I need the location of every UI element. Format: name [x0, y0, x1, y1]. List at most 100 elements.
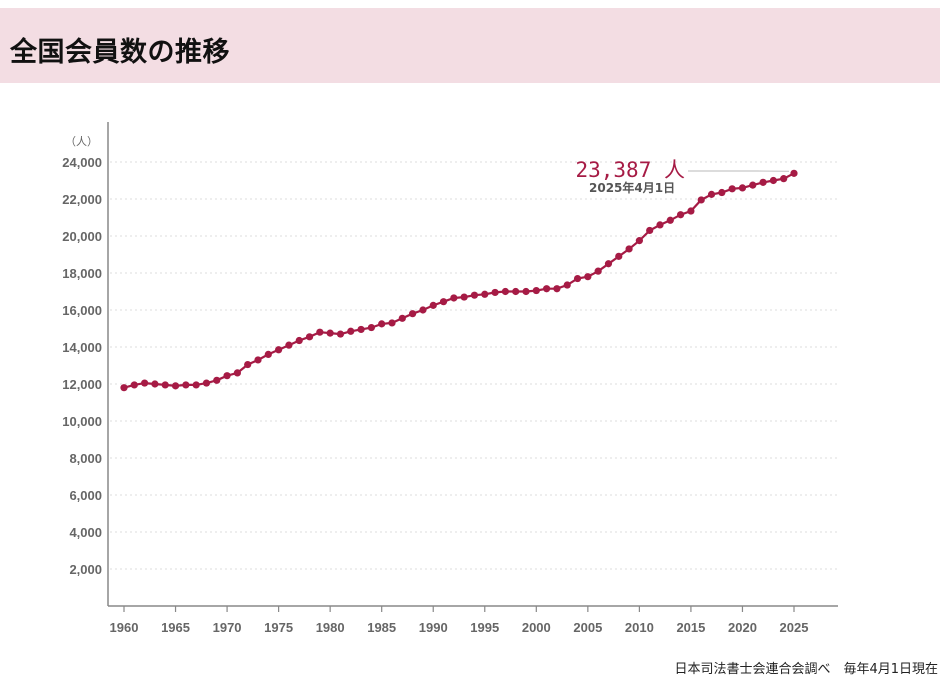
x-tick-label: 2025 [780, 620, 809, 635]
data-point-1968 [202, 379, 211, 387]
data-point-1984 [367, 323, 375, 332]
data-point-1970 [223, 372, 231, 380]
x-tick-label: 1965 [161, 620, 190, 635]
x-tick-label: 1995 [470, 620, 499, 635]
data-point-1982 [347, 327, 355, 335]
data-point-1962 [141, 379, 149, 387]
data-point-2022 [759, 178, 767, 186]
data-point-1977 [295, 336, 303, 345]
data-point-2004 [573, 274, 582, 283]
data-point-1993 [460, 293, 468, 301]
page-title: 全国会員数の推移 [10, 37, 230, 68]
y-tick-label: 24,000 [62, 155, 102, 170]
x-tick-label: 1990 [419, 620, 448, 635]
data-point-1986 [388, 319, 396, 327]
data-point-1979 [316, 328, 324, 336]
data-point-1971 [233, 369, 241, 377]
data-point-1964 [161, 381, 169, 389]
y-tick-label: 20,000 [62, 229, 102, 244]
data-point-2000 [532, 286, 540, 295]
data-point-1994 [470, 291, 479, 299]
x-tick-label: 2010 [625, 620, 654, 635]
data-point-1967 [192, 381, 200, 389]
data-point-1978 [305, 333, 314, 341]
data-point-1999 [522, 287, 530, 296]
data-point-2020 [738, 184, 747, 192]
data-point-2003 [563, 281, 571, 289]
data-point-2015 [687, 207, 695, 215]
data-point-2017 [707, 190, 716, 198]
data-point-1995 [481, 290, 489, 298]
data-point-1973 [254, 356, 262, 364]
data-point-2021 [749, 181, 757, 189]
axes: （人） [65, 122, 838, 607]
data-point-1996 [491, 288, 499, 297]
data-point-1989 [419, 306, 427, 314]
y-tick-label: 22,000 [62, 192, 102, 207]
data-point-1985 [378, 320, 386, 328]
callout-value-label: 23,387 人 [575, 158, 685, 182]
data-point-1981 [336, 330, 345, 338]
data-point-1997 [501, 287, 509, 296]
grid-lines [110, 161, 838, 570]
y-tick-label: 2,000 [69, 562, 102, 577]
y-tick-label: 6,000 [69, 488, 102, 503]
y-tick-label: 12,000 [62, 377, 102, 392]
data-point-1983 [357, 325, 365, 334]
y-tick-label: 14,000 [62, 340, 102, 355]
data-point-1991 [439, 298, 448, 306]
y-tick-labels: 2,000 4,000 6,000 8,000 10,000 12,000 14,000 16… [62, 155, 102, 577]
data-point-2008 [615, 252, 623, 260]
data-point-1974 [264, 350, 272, 358]
data-point-2014 [677, 211, 685, 219]
x-tick-label: 1960 [110, 620, 139, 635]
series-points [120, 169, 798, 392]
y-tick-label: 8,000 [69, 451, 102, 466]
data-point-1960 [120, 384, 128, 392]
x-tick-label: 2020 [728, 620, 757, 635]
data-point-1966 [182, 381, 190, 389]
x-tick-label: 1975 [264, 620, 293, 635]
data-point-1965 [171, 382, 180, 390]
data-point-2018 [718, 188, 726, 197]
y-tick-label: 4,000 [69, 525, 102, 540]
data-point-2023 [769, 176, 777, 185]
data-point-2001 [543, 285, 551, 293]
data-point-1963 [151, 380, 159, 388]
x-tick-label: 1970 [213, 620, 242, 635]
data-point-2002 [553, 285, 561, 293]
data-point-2005 [584, 273, 592, 281]
data-point-2019 [728, 185, 736, 193]
data-point-2024 [780, 175, 788, 183]
x-tick-label: 1980 [316, 620, 345, 635]
data-point-1987 [398, 314, 406, 322]
series-line [123, 172, 795, 389]
data-point-1980 [326, 329, 334, 337]
data-point-1976 [285, 341, 293, 349]
data-point-1992 [450, 294, 458, 302]
x-tick-label: 2015 [676, 620, 705, 635]
header-banner: 全国会員数の推移 [0, 8, 940, 83]
x-tick-label: 2000 [522, 620, 551, 635]
data-point-2013 [666, 216, 674, 224]
callout-date-label: 2025年4月1日 [589, 180, 675, 195]
x-tick-label: 2005 [573, 620, 602, 635]
data-point-2009 [625, 245, 633, 253]
data-point-1969 [213, 376, 221, 384]
data-point-1990 [429, 301, 437, 309]
data-point-2006 [594, 267, 602, 275]
data-point-2025 [790, 169, 798, 177]
data-point-1975 [275, 346, 283, 354]
data-point-2011 [646, 226, 654, 235]
latest-value-callout: 23,387 人 2025年4月1日 [575, 158, 790, 195]
data-point-2016 [697, 196, 705, 204]
data-point-1988 [409, 310, 417, 318]
y-tick-label: 18,000 [62, 266, 102, 281]
data-point-1972 [244, 360, 252, 369]
data-point-2007 [604, 260, 613, 268]
data-point-1998 [512, 287, 520, 296]
data-point-2010 [635, 237, 643, 245]
data-point-2012 [656, 221, 664, 229]
data-point-1961 [130, 381, 138, 389]
